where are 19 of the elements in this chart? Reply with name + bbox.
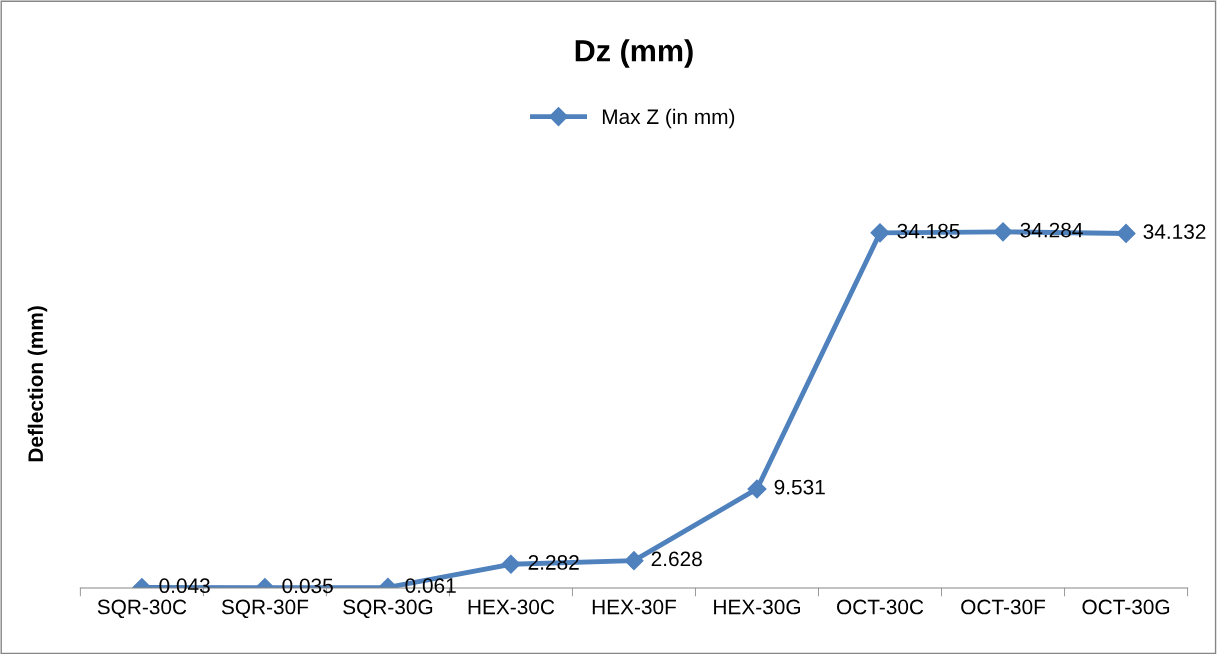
data-label: 34.132 (1143, 224, 1206, 240)
x-tick-label: HEX-30G (714, 599, 801, 615)
x-tick-label: OCT-30G (1082, 599, 1170, 615)
x-tick-label: SQR-30G (343, 599, 433, 619)
x-tick-label: OCT-30F (961, 599, 1046, 615)
x-tick-label: HEX-30C (468, 599, 555, 615)
data-label: 0.061 (405, 578, 456, 593)
chart-title: Dz (mm) (575, 39, 693, 68)
data-label: 2.628 (651, 551, 702, 567)
x-tick-label: SQR-30C (97, 599, 187, 619)
y-axis-title: Deflection (mm) (27, 306, 48, 462)
x-tick-label: SQR-30F (221, 599, 309, 619)
point (993, 222, 1013, 242)
x-tick-label: OCT-30C (837, 599, 924, 615)
point (1116, 223, 1136, 243)
data-label: 9.531 (774, 479, 825, 495)
point (870, 223, 890, 243)
x-tick-label: HEX-30F (592, 599, 676, 615)
legend-label: Max Z (in mm) (602, 108, 735, 129)
